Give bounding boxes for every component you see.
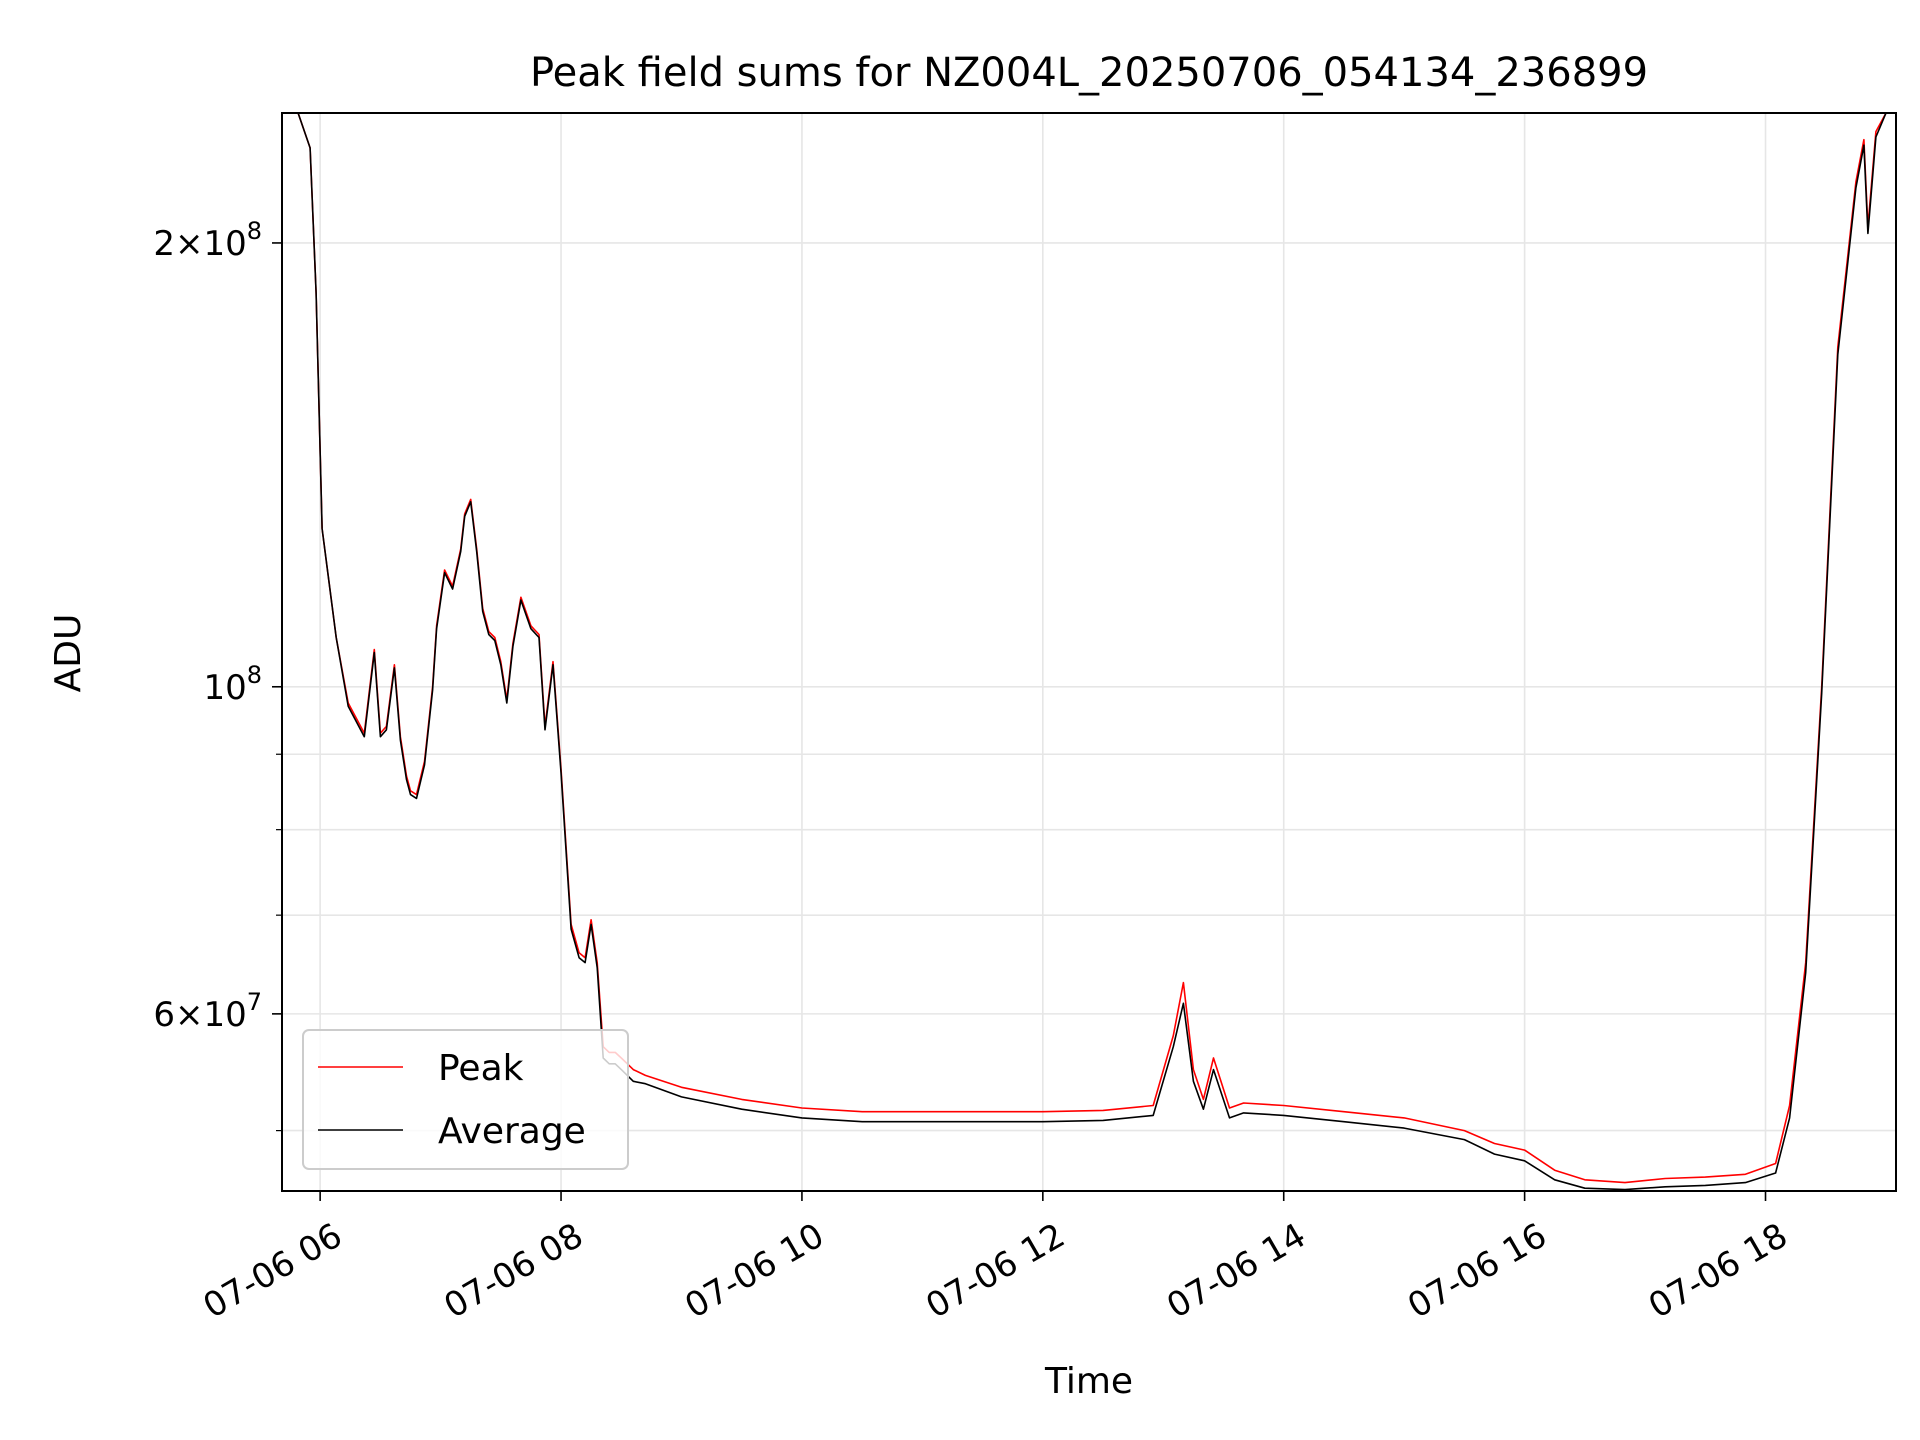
y-tick-label: 2×108 [153,217,262,264]
chart-title: Peak field sums for NZ004L_20250706_0541… [530,50,1648,96]
plot-frame [281,112,1897,1192]
y-axis-label: ADU [48,614,89,693]
y-tick-label: 6×107 [153,988,262,1035]
y-tick-label: 108 [203,661,262,708]
legend-box [302,1029,629,1170]
legend-peak-label: Peak [438,1048,524,1089]
legend: Peak Average [302,1029,629,1170]
legend-average-label: Average [438,1111,586,1152]
x-axis-label: Time [1044,1361,1133,1402]
